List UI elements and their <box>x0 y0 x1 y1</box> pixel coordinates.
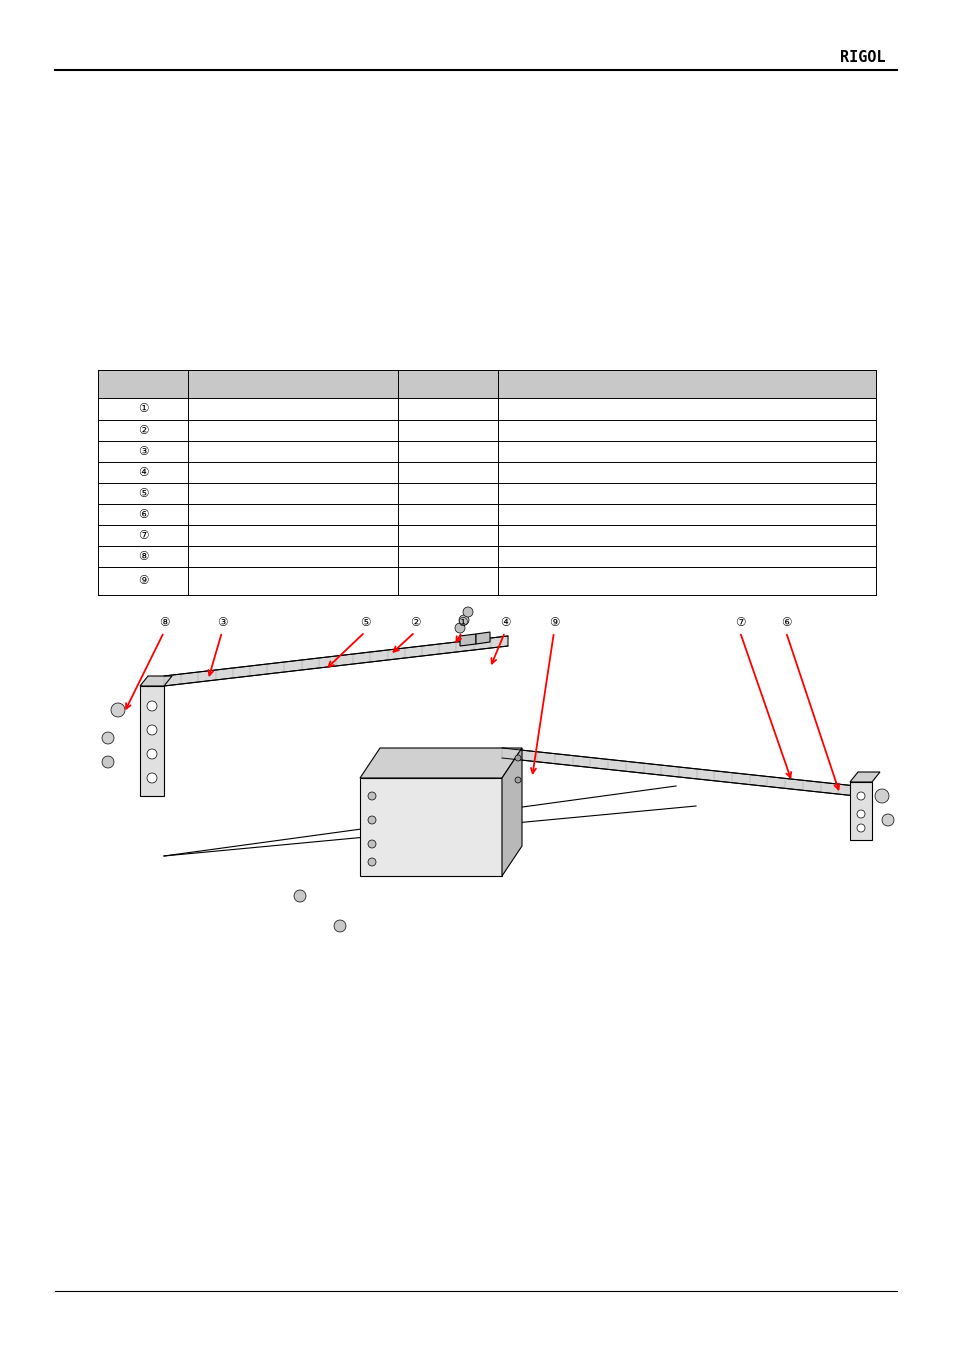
Text: ⑥: ⑥ <box>780 616 790 628</box>
Circle shape <box>368 840 375 848</box>
Circle shape <box>368 816 375 824</box>
Text: ⑤: ⑤ <box>137 487 148 500</box>
Circle shape <box>294 890 306 902</box>
Circle shape <box>882 814 893 826</box>
Text: ①: ① <box>137 403 148 415</box>
Polygon shape <box>501 748 521 876</box>
Text: ⑧: ⑧ <box>158 616 169 628</box>
Text: ⑨: ⑨ <box>137 574 148 588</box>
Circle shape <box>455 623 464 634</box>
Polygon shape <box>359 778 501 876</box>
Polygon shape <box>164 636 507 686</box>
Circle shape <box>458 615 469 625</box>
Text: ①: ① <box>456 616 467 628</box>
Polygon shape <box>849 782 871 840</box>
Circle shape <box>102 756 113 768</box>
Circle shape <box>111 704 125 717</box>
Circle shape <box>856 824 864 832</box>
Text: ②: ② <box>410 616 420 628</box>
Text: ③: ③ <box>216 616 227 628</box>
Circle shape <box>334 919 346 931</box>
Circle shape <box>368 857 375 865</box>
Circle shape <box>147 701 157 710</box>
Text: ⑦: ⑦ <box>137 528 148 542</box>
Text: ⑥: ⑥ <box>137 508 148 520</box>
Circle shape <box>515 755 520 762</box>
Text: ②: ② <box>137 425 148 437</box>
Polygon shape <box>849 772 879 782</box>
Circle shape <box>856 810 864 818</box>
Text: ④: ④ <box>137 466 148 479</box>
Circle shape <box>147 772 157 783</box>
Text: ⑦: ⑦ <box>734 616 744 628</box>
Circle shape <box>102 732 113 744</box>
Text: ⑨: ⑨ <box>548 616 558 628</box>
Circle shape <box>368 793 375 799</box>
Text: ⑤: ⑤ <box>359 616 370 628</box>
Polygon shape <box>140 675 172 686</box>
Polygon shape <box>140 686 164 797</box>
Text: ⑧: ⑧ <box>137 550 148 563</box>
Bar <box>98 369 875 398</box>
Polygon shape <box>459 634 476 646</box>
Circle shape <box>856 793 864 799</box>
Circle shape <box>147 725 157 735</box>
Polygon shape <box>359 748 521 778</box>
Polygon shape <box>476 632 490 644</box>
Text: RIGOL: RIGOL <box>840 50 885 66</box>
Text: ④: ④ <box>499 616 510 628</box>
Circle shape <box>462 607 473 617</box>
Circle shape <box>515 776 520 783</box>
Circle shape <box>874 789 888 803</box>
Polygon shape <box>501 748 855 797</box>
Text: ③: ③ <box>137 445 148 458</box>
Circle shape <box>147 749 157 759</box>
